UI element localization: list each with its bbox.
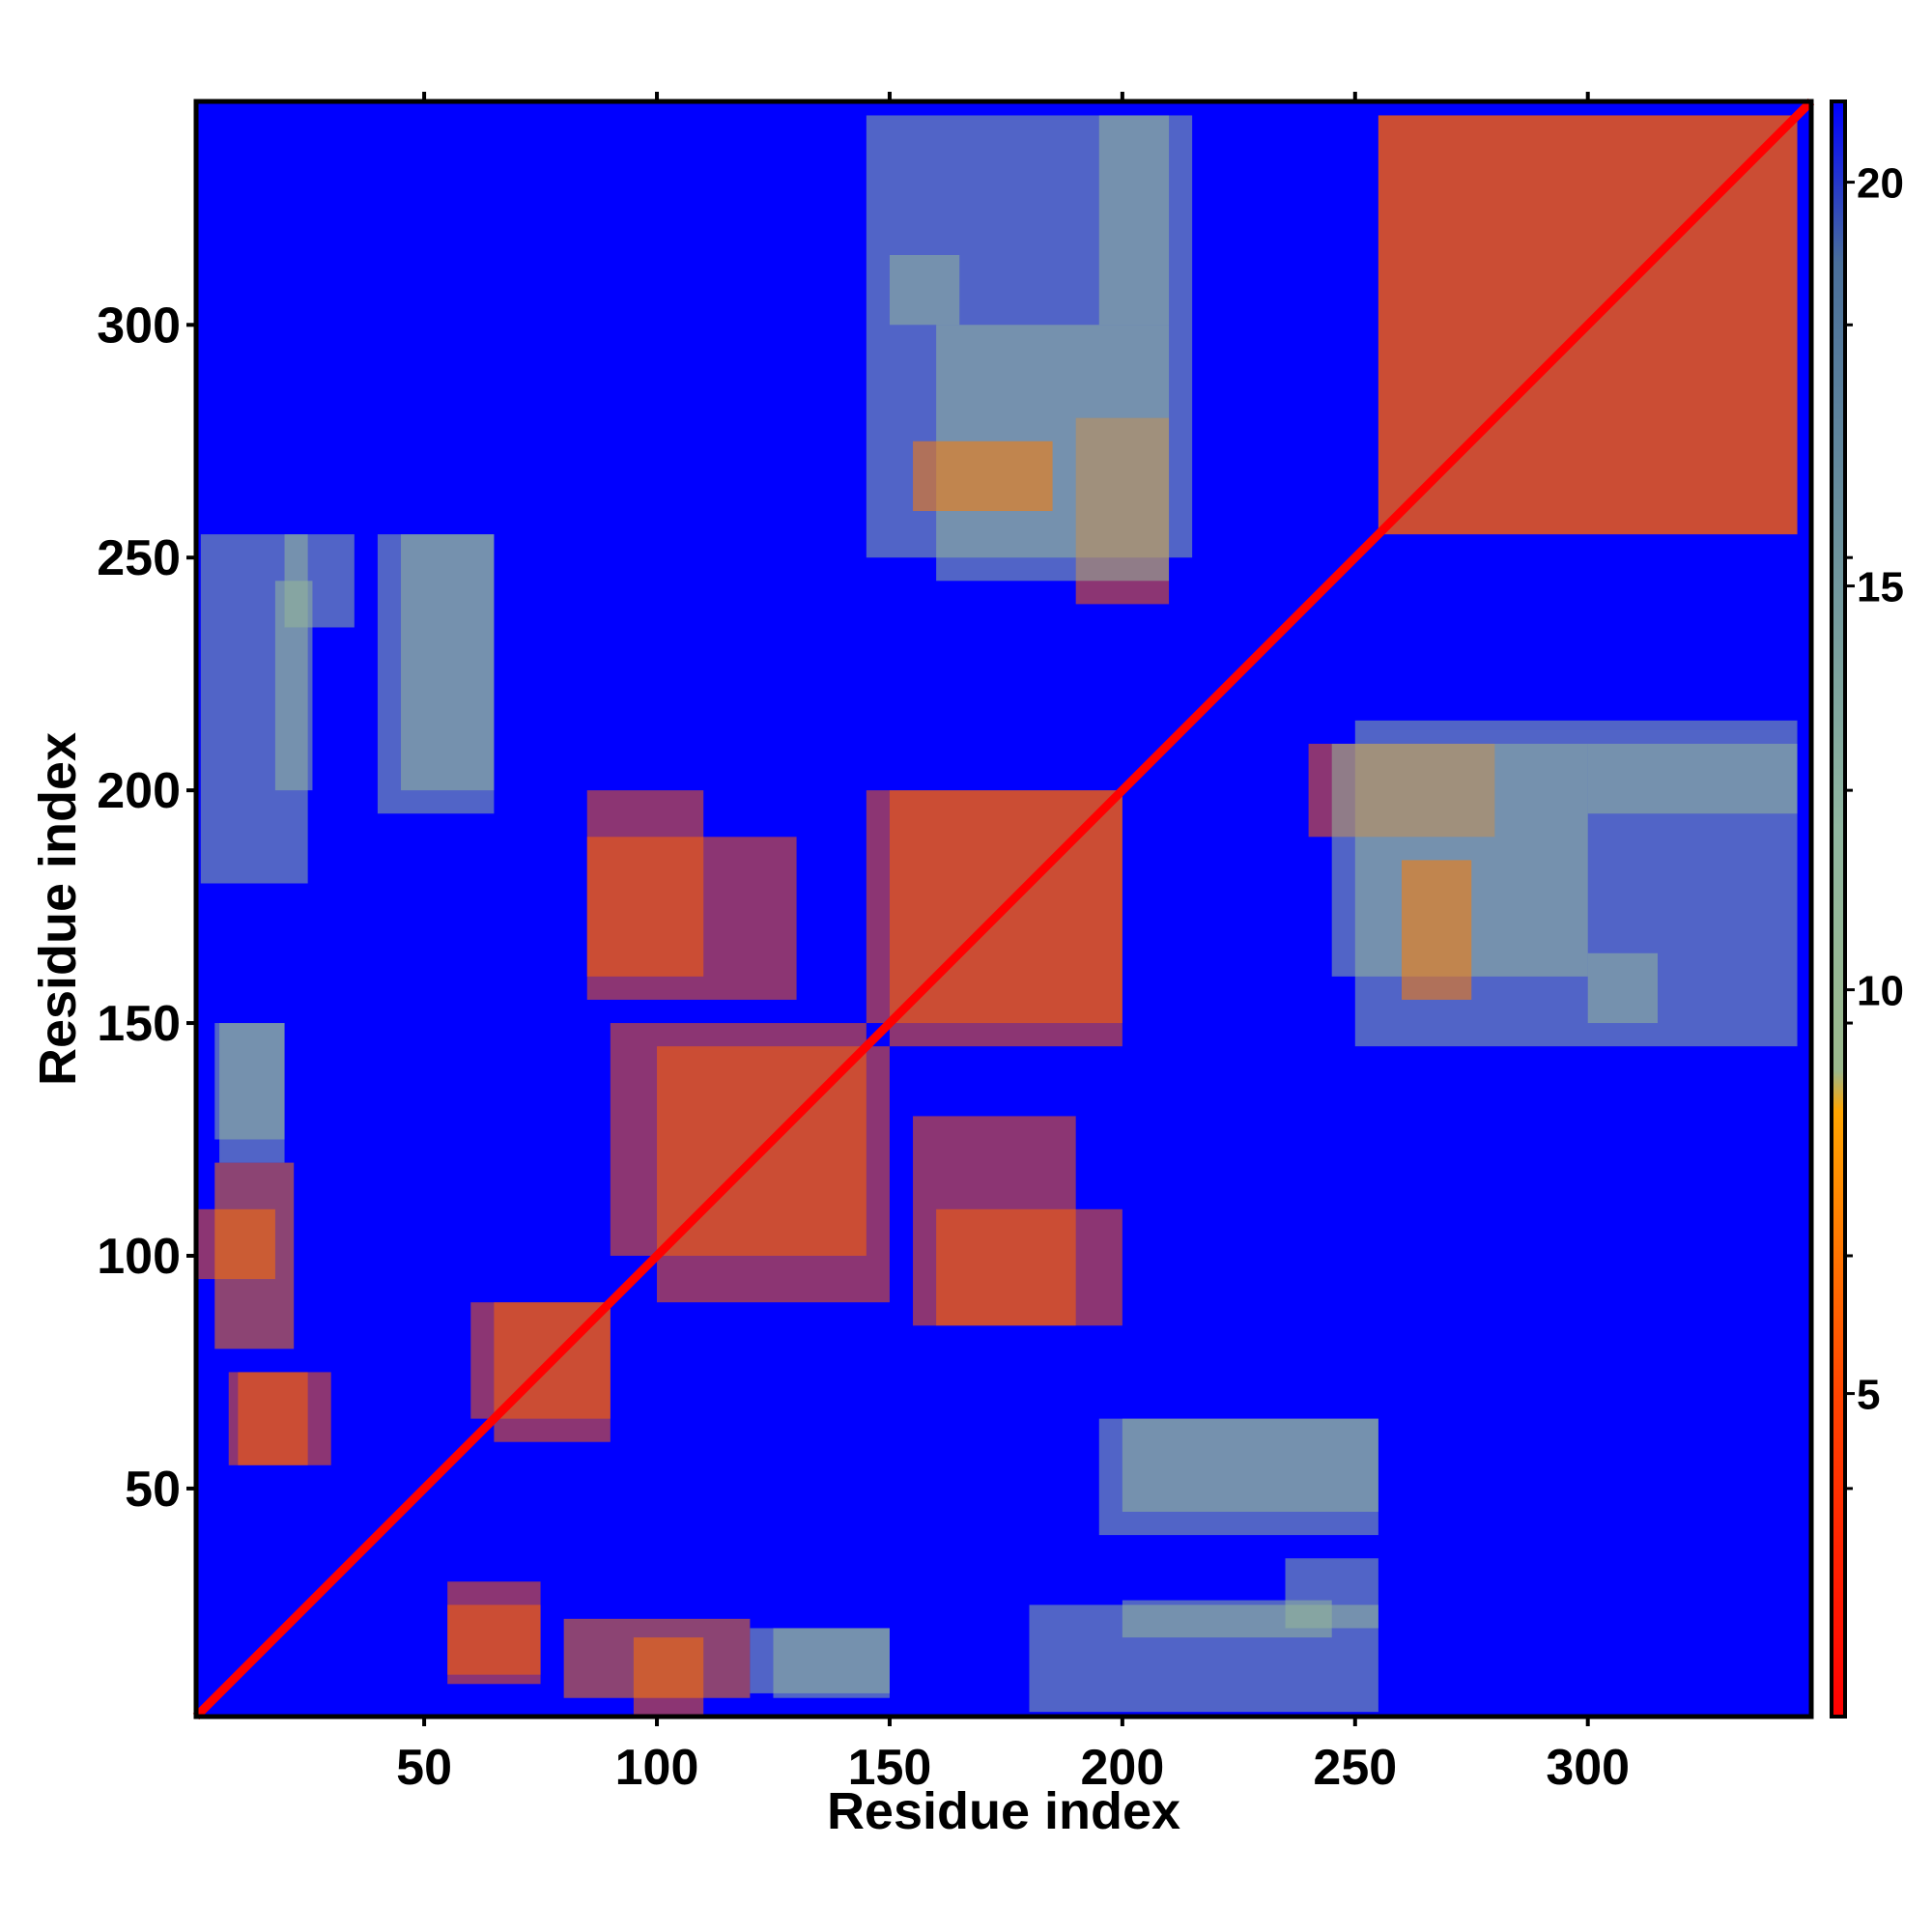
- y-tick-label: 100: [97, 1229, 181, 1285]
- heatmap-region-7-mirror: [214, 1023, 285, 1140]
- heatmap-region-5-mirror: [228, 1372, 308, 1465]
- x-tick-label: 100: [615, 1740, 699, 1796]
- y-axis: 50 100 150 200 250 300: [97, 298, 196, 1518]
- heatmap-region-20: [1587, 743, 1798, 814]
- heatmap-contact-regions: [196, 115, 1798, 1717]
- heatmap-region-7: [773, 1628, 890, 1698]
- heatmap-region-10: [1122, 1418, 1378, 1512]
- y-tick-label: 200: [97, 763, 181, 819]
- colorbar-ticks: 5 10 15 20: [1845, 160, 1904, 1491]
- heatmap-region-10-mirror: [401, 534, 495, 791]
- colorbar-tick-label: 5: [1857, 1372, 1880, 1419]
- x-tick-label: 150: [848, 1740, 932, 1796]
- y-axis-title: Residue index: [29, 732, 87, 1086]
- heatmap-diagonal: [192, 98, 1815, 1720]
- heatmap-region-15: [913, 1116, 1076, 1326]
- colorbar-tick-label: 10: [1857, 968, 1904, 1015]
- y-tick-label: 50: [125, 1462, 181, 1518]
- heatmap-region-9: [1285, 1558, 1378, 1629]
- heatmap-region-20-mirror: [1098, 115, 1170, 326]
- heatmap-region-6-mirror: [214, 1162, 295, 1350]
- y-tick-label: 300: [97, 298, 181, 354]
- heatmap-region-6: [563, 1618, 751, 1698]
- colorbar-tick-label: 20: [1857, 160, 1904, 208]
- x-axis: 50 100 150 200 250 300: [396, 1717, 1630, 1796]
- y-tick-label: 250: [97, 530, 181, 586]
- x-tick-label: 50: [396, 1740, 452, 1796]
- y-tick-label: 150: [97, 996, 181, 1052]
- heatmap-region-22-mirror: [889, 255, 960, 326]
- colorbar: 5 10 15 20: [1830, 99, 1904, 1719]
- heatmap-region-5: [447, 1605, 541, 1685]
- x-tick-label: 300: [1546, 1740, 1630, 1796]
- colorbar-tick-label: 15: [1857, 564, 1904, 611]
- x-tick-label: 200: [1080, 1740, 1164, 1796]
- heatmap-region-21-mirror: [913, 440, 1053, 512]
- heatmap-region-13-mirror: [610, 1023, 867, 1256]
- heatmap-region-22: [1587, 952, 1658, 1024]
- x-tick-label: 250: [1313, 1740, 1397, 1796]
- heatmap-region-9-mirror: [284, 534, 355, 628]
- heatmap-plot-area: [192, 98, 1815, 1720]
- plot-frame: [193, 99, 1814, 1719]
- top-axis-ticks: [422, 92, 1590, 101]
- x-axis-title: Residue index: [827, 1782, 1180, 1840]
- colorbar-gradient: [1830, 99, 1847, 1719]
- heatmap-region-15-mirror: [586, 837, 797, 1000]
- heatmap-region-21: [1401, 860, 1472, 1000]
